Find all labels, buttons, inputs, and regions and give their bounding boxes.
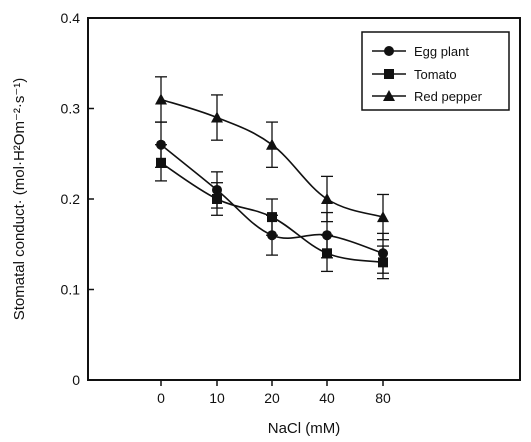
series-layer [155, 76, 389, 280]
series-tomato [155, 144, 389, 280]
legend: Egg plant Tomato Red pepper [361, 31, 510, 111]
data-point [266, 138, 278, 150]
x-tick-label: 10 [209, 390, 225, 406]
data-point [155, 93, 167, 105]
data-point [211, 111, 223, 123]
series-red-pepper [155, 76, 389, 241]
x-tick-label: 0 [157, 390, 165, 406]
y-tick-label: 0.4 [61, 10, 81, 26]
data-point [377, 211, 389, 223]
y-tick-label: 0.1 [61, 282, 81, 298]
legend-label: Egg plant [414, 44, 469, 59]
y-axis-label: Stomatal conduct· (mol·H²Om⁻²·s⁻¹) [11, 78, 28, 321]
data-point [321, 193, 333, 204]
legend-marker [384, 46, 394, 56]
legend-label: Tomato [414, 67, 457, 82]
y-tick-label: 0.3 [61, 101, 81, 117]
x-axis-label: NaCl (mM) [268, 420, 341, 437]
x-axis: 0 10 20 40 80 [157, 380, 391, 406]
legend-label: Red pepper [414, 89, 483, 104]
x-tick-label: 20 [264, 390, 280, 406]
data-point [156, 157, 166, 168]
x-tick-label: 40 [319, 390, 335, 406]
x-tick-label: 80 [375, 390, 391, 406]
data-point [212, 194, 222, 204]
data-point [378, 257, 388, 268]
data-point [322, 248, 332, 259]
y-tick-label: 0 [72, 372, 80, 388]
legend-marker [383, 90, 395, 101]
y-tick-label: 0.2 [61, 191, 81, 207]
legend-marker [384, 69, 394, 79]
y-axis: 0 0.1 0.2 0.3 0.4 [61, 10, 94, 388]
data-point [267, 212, 277, 223]
